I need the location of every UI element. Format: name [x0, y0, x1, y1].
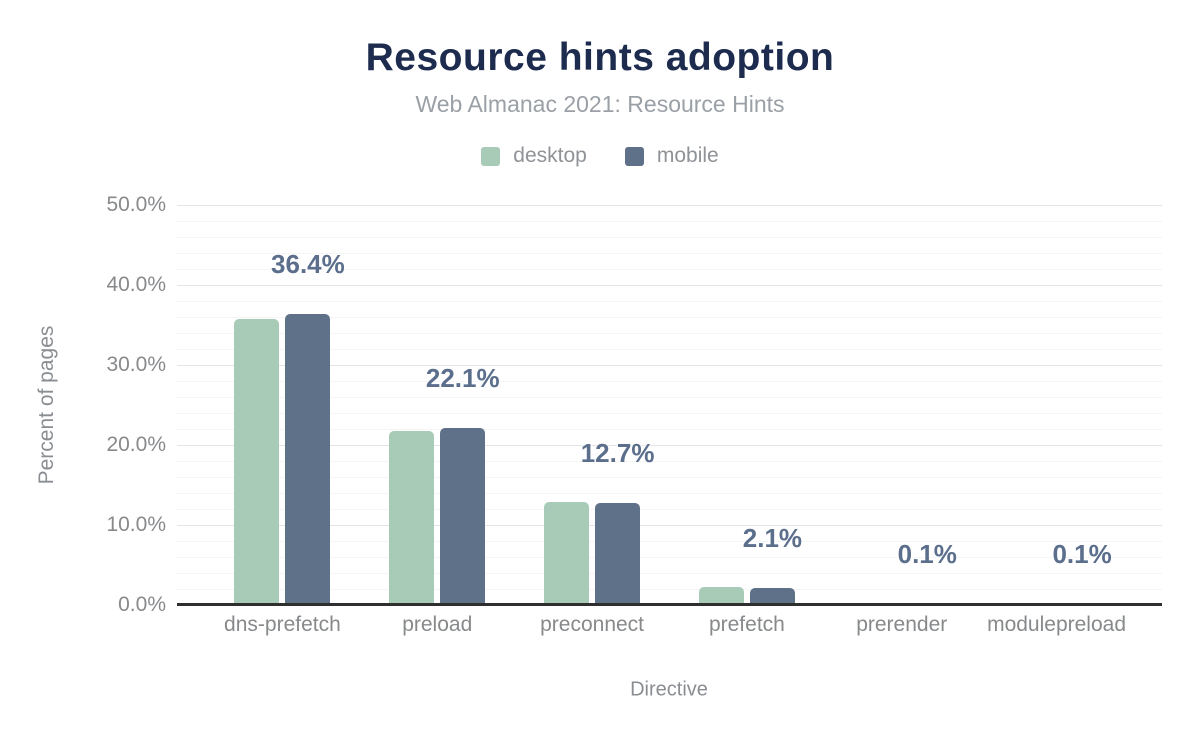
minor-gridline: [177, 412, 1162, 414]
x-tick-label-dns-prefetch: dns-prefetch: [224, 613, 341, 636]
bar-group-preload: [360, 428, 515, 605]
desktop-bar-preconnect: [544, 501, 590, 605]
bar-value-label-preload: 22.1%: [425, 363, 500, 394]
major-gridline: [177, 204, 1162, 206]
bar-value-label-modulepreload: 0.1%: [1052, 539, 1112, 570]
minor-gridline: [177, 396, 1162, 398]
major-gridline: [177, 524, 1162, 526]
minor-gridline: [177, 300, 1162, 302]
x-axis-tick-labels: dns-prefetch preload preconnect prefetch pre…: [177, 613, 1162, 637]
x-tick-label-prefetch: prefetch: [708, 613, 785, 636]
y-axis-title: Percent of pages: [35, 325, 58, 485]
minor-gridline: [177, 540, 1162, 542]
minor-gridline: [177, 508, 1162, 510]
chart-title: Resource hints adoption: [365, 36, 835, 79]
desktop-bar-dns-prefetch: [234, 318, 280, 605]
desktop-swatch-icon: [481, 146, 501, 166]
mobile-bar-prefetch: [749, 588, 795, 605]
bar-group-prefetch: [669, 586, 824, 605]
mobile-swatch-icon: [624, 146, 644, 166]
minor-gridline: [177, 380, 1162, 382]
x-tick-label-prerender: prerender: [856, 613, 948, 636]
x-tick-label-preconnect: preconnect: [540, 613, 645, 636]
minor-gridline: [177, 220, 1162, 222]
mobile-bar-preconnect: [595, 503, 641, 605]
y-tick-label: 40.0%: [106, 273, 166, 296]
plot-area: 36.4% 22.1% 12.7% 2.1% 0.1% 0.1%: [177, 204, 1162, 606]
y-tick-label: 20.0%: [106, 433, 166, 456]
mobile-bar-preload: [440, 428, 486, 605]
x-axis-line: [177, 603, 1162, 606]
minor-gridline: [177, 556, 1162, 558]
minor-gridline: [177, 476, 1162, 478]
minor-gridline: [177, 348, 1162, 350]
mobile-bar-dns-prefetch: [285, 313, 331, 605]
minor-gridline: [177, 268, 1162, 270]
major-gridline: [177, 444, 1162, 446]
y-tick-label: 30.0%: [106, 353, 166, 376]
x-axis-title: Directive: [630, 678, 708, 701]
bar-groups: [177, 205, 1162, 605]
x-tick-label-modulepreload: modulepreload: [987, 613, 1127, 636]
minor-gridline: [177, 252, 1162, 254]
minor-gridline: [177, 492, 1162, 494]
desktop-bar-prefetch: [698, 586, 744, 605]
legend-item-mobile: mobile: [624, 144, 719, 168]
minor-gridline: [177, 572, 1162, 574]
bar-value-label-prefetch: 2.1%: [742, 523, 803, 554]
minor-gridline: [177, 588, 1162, 590]
bar-group-dns-prefetch: [205, 313, 360, 605]
y-tick-label: 10.0%: [106, 513, 166, 536]
minor-gridline: [177, 428, 1162, 430]
bar-value-label-preconnect: 12.7%: [580, 438, 655, 469]
bar-value-label-dns-prefetch: 36.4%: [271, 248, 345, 279]
minor-gridline: [177, 332, 1162, 334]
bar-value-label-prerender: 0.1%: [897, 539, 957, 570]
minor-gridline: [177, 236, 1162, 238]
legend-label-desktop: desktop: [513, 144, 587, 167]
desktop-bar-preload: [389, 430, 435, 605]
bar-group-preconnect: [515, 501, 670, 605]
legend-item-desktop: desktop: [481, 144, 587, 168]
legend-label-mobile: mobile: [656, 144, 719, 167]
legend: desktop mobile: [0, 144, 1200, 168]
y-tick-label: 0.0%: [118, 593, 166, 616]
minor-gridline: [177, 460, 1162, 462]
minor-gridline: [177, 316, 1162, 318]
major-gridline: [177, 284, 1162, 286]
y-tick-label: 50.0%: [106, 193, 166, 216]
chart-subtitle: Web Almanac 2021: Resource Hints: [415, 91, 785, 117]
major-gridline: [177, 364, 1162, 366]
x-tick-label-preload: preload: [402, 613, 473, 636]
